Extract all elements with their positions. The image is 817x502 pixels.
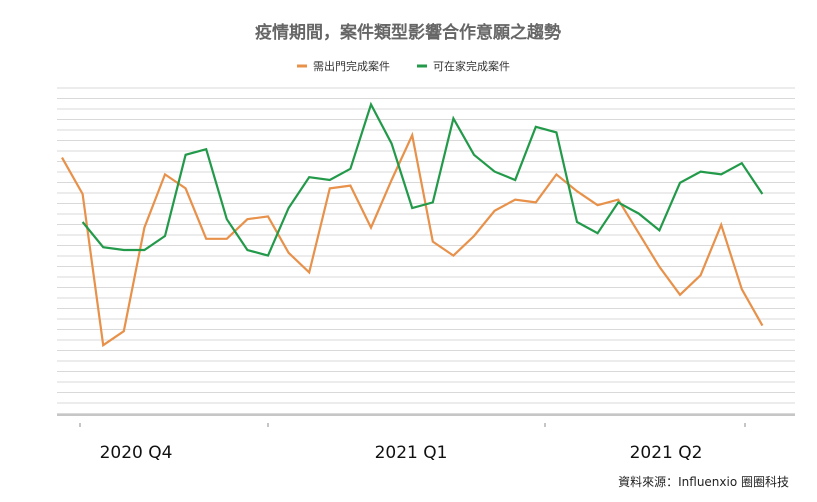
- quarter-label-2021q2: 2021 Q2: [630, 443, 703, 463]
- quarter-label-2020q4: 2020 Q4: [100, 443, 173, 463]
- series-line-outdoor: [61, 131, 764, 348]
- legend-label-outdoor: 需出門完成案件: [313, 59, 390, 73]
- series-layer: [61, 101, 764, 348]
- legend: 需出門完成案件 可在家完成案件: [297, 59, 510, 73]
- grid: [57, 87, 795, 414]
- x-axis-ticks: [79, 423, 746, 427]
- quarter-label-2021q1: 2021 Q1: [375, 443, 448, 463]
- legend-label-home: 可在家完成案件: [433, 59, 510, 73]
- source-note: 資料來源：Influenxio 圈圈科技: [618, 475, 789, 489]
- chart-title: 疫情期間，案件類型影響合作意願之趨勢: [255, 22, 561, 43]
- series-line-home: [81, 101, 764, 257]
